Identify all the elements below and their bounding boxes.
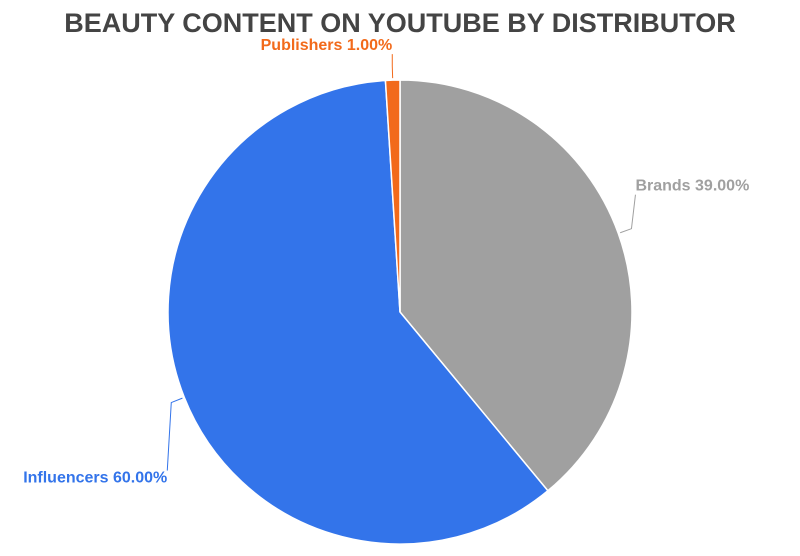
category-label: Brands [635, 178, 690, 195]
data-label: Brands 39.00% [635, 178, 749, 195]
chart-title: BEAUTY CONTENT ON YOUTUBE BY DISTRIBUTOR [64, 8, 736, 38]
value-label: 60.00% [113, 470, 167, 487]
pie-slice [399, 79, 633, 492]
value-label: 1.00% [347, 37, 392, 54]
category-label: Publishers [261, 37, 343, 54]
leader-line [166, 397, 183, 471]
data-label: Influencers 60.00% [23, 470, 167, 487]
pie-slice [384, 79, 401, 313]
leader-line [619, 194, 636, 234]
pie-slice [167, 79, 549, 545]
data-label: Publishers 1.00% [261, 37, 393, 54]
value-label: 39.00% [695, 178, 749, 195]
category-label: Influencers [23, 470, 108, 487]
